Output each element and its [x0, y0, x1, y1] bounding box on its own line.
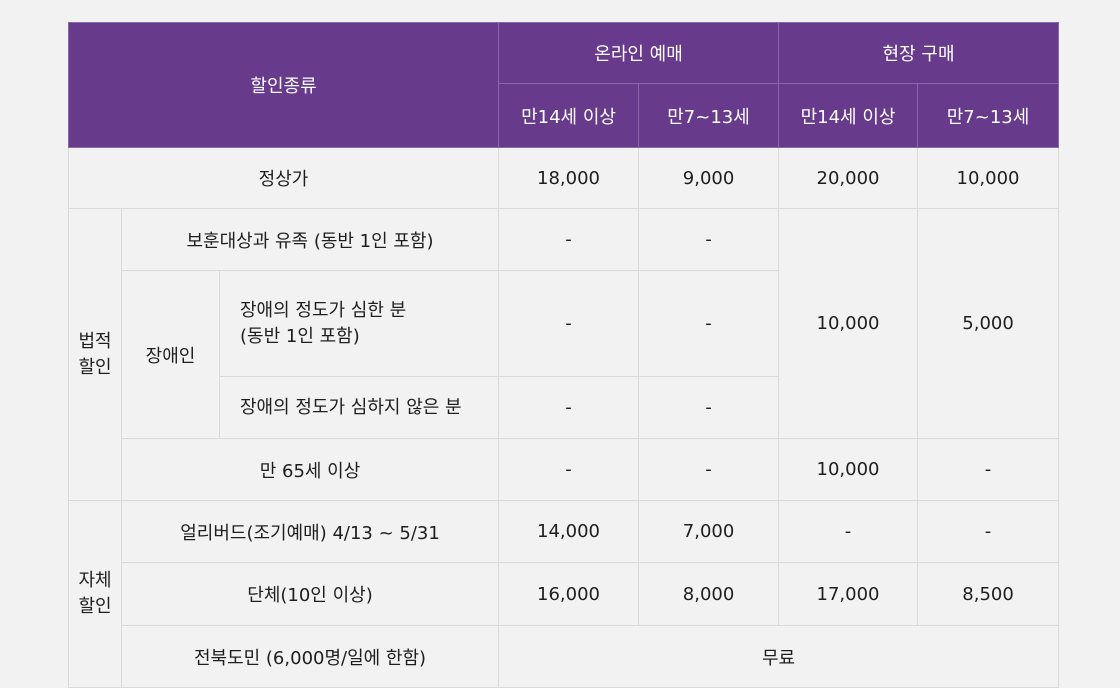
header-onsite-age7-13: 만7~13세	[917, 83, 1060, 148]
row-label-severe: 장애의 정도가 심한 분 (동반 1인 포함)	[218, 270, 500, 377]
price-table-container: 할인종류 온라인 예매 현장 구매 만14세 이상 만7~13세 만14세 이상…	[67, 22, 1060, 688]
price-table: 할인종류 온라인 예매 현장 구매 만14세 이상 만7~13세 만14세 이상…	[67, 22, 1060, 688]
table-row: 단체(10인 이상) 16,000 8,000 17,000 8,500	[69, 562, 1060, 626]
cell-group-onsite-14: 17,000	[778, 562, 919, 626]
cell-earlybird-online-14: 14,000	[498, 500, 640, 563]
cell-regular-onsite-7: 10,000	[917, 147, 1060, 209]
cell-group-onsite-7: 8,500	[917, 562, 1060, 626]
cell-regular-onsite-14: 20,000	[778, 147, 919, 209]
severe-line1: 장애의 정도가 심한 분	[240, 299, 407, 321]
row-label-jeonbuk: 전북도민 (6,000명/일에 한함)	[120, 625, 500, 688]
cell-senior-onsite-7: -	[917, 438, 1060, 501]
cell-earlybird-onsite-7: -	[917, 500, 1060, 563]
group-legal-line2: 할인	[78, 356, 112, 378]
row-label-disabled: 장애인	[121, 270, 220, 439]
group-legal-line1: 법적	[78, 330, 112, 352]
cell-senior-onsite-14: 10,000	[778, 438, 919, 501]
row-label-mild: 장애의 정도가 심하지 않은 분	[218, 376, 500, 439]
table-row: 자체 할인 얼리버드(조기예매) 4/13 ~ 5/31 14,000 7,00…	[68, 500, 1060, 688]
cell-regular-online-7: 9,000	[638, 147, 780, 209]
header-online: 온라인 예매	[498, 22, 780, 84]
cell-severe-online-14: -	[498, 270, 640, 377]
row-label-earlybird: 얼리버드(조기예매) 4/13 ~ 5/31	[120, 500, 500, 563]
header-discount-type: 할인종류	[67, 22, 500, 148]
cell-earlybird-onsite-14: -	[778, 500, 919, 563]
cell-regular-online-14: 18,000	[498, 147, 640, 209]
cell-jeonbuk-free: 무료	[498, 625, 1060, 688]
severe-line2: (동반 1인 포함)	[240, 325, 360, 347]
group-legal-discount: 법적 할인	[68, 208, 122, 501]
header-online-age14: 만14세 이상	[498, 83, 640, 148]
cell-veterans-online-7: -	[638, 208, 780, 271]
cell-mild-online-14: -	[498, 376, 640, 439]
table-row: 만 65세 이상 - - 10,000 -	[69, 438, 1060, 501]
cell-merged-onsite-7: 5,000	[917, 208, 1060, 439]
row-label-group: 단체(10인 이상)	[120, 562, 500, 626]
table-row: 정상가 18,000 9,000 20,000 10,000	[67, 147, 1060, 209]
group-self-line1: 자체	[78, 570, 112, 591]
cell-mild-online-7: -	[638, 376, 780, 439]
cell-group-online-14: 16,000	[498, 562, 640, 626]
cell-senior-online-14: -	[498, 438, 640, 501]
table-row: 전북도민 (6,000명/일에 한함) 무료	[69, 625, 1060, 688]
cell-veterans-online-14: -	[498, 208, 640, 271]
row-label-regular: 정상가	[67, 147, 500, 209]
header-onsite-age14: 만14세 이상	[778, 83, 919, 148]
table-row: 법적 할인 보훈대상과 유족 (동반 1인 포함) - - 10,000 5,0…	[68, 208, 1060, 501]
cell-earlybird-online-7: 7,000	[638, 500, 780, 563]
header-online-age7-13: 만7~13세	[638, 83, 780, 148]
row-label-veterans: 보훈대상과 유족 (동반 1인 포함)	[120, 208, 500, 271]
row-label-senior: 만 65세 이상	[120, 438, 500, 501]
header-onsite: 현장 구매	[778, 22, 1060, 84]
cell-group-online-7: 8,000	[638, 562, 780, 626]
group-self-line2: 할인	[78, 596, 112, 617]
table-row: 장애인 장애의 정도가 심한 분 (동반 1인 포함) - -	[69, 270, 1059, 439]
group-self-discount: 자체 할인	[68, 500, 122, 688]
cell-senior-online-7: -	[638, 438, 780, 501]
cell-severe-online-7: -	[638, 270, 780, 377]
cell-merged-onsite-14: 10,000	[778, 208, 919, 439]
